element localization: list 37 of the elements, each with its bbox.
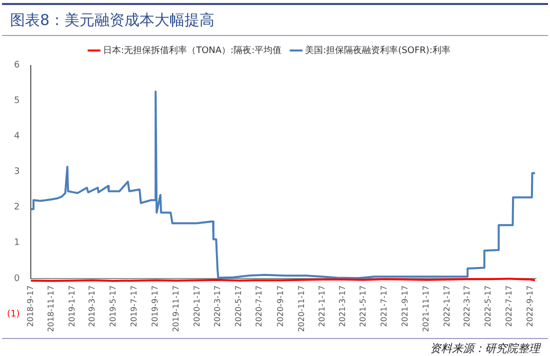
chart-title: 图表8：美元融资成本大幅提高 xyxy=(2,3,548,36)
x-tick-label: 2021-11-17 xyxy=(422,285,431,332)
x-tick-label: 2019-9-17 xyxy=(150,285,160,327)
x-tick-label: 2019-3-17 xyxy=(88,285,97,327)
legend-label: 日本:无担保拆借利率（TONA）:隔夜:平均值 xyxy=(103,44,282,56)
x-tick-label: 2019-5-17 xyxy=(108,285,118,327)
x-tick-label: 2022-1-17 xyxy=(442,285,452,327)
text: 资料来源：研究院整理 xyxy=(429,341,542,356)
x-tick-label: 2019-7-17 xyxy=(129,285,138,327)
x-tick-label: 2021-7-17 xyxy=(380,285,389,327)
y-tick-label: 2 xyxy=(14,202,20,213)
y-tick-label: 5 xyxy=(14,96,20,106)
x-tick-label: 2022-7-17 xyxy=(504,285,514,327)
x-tick-label: 2020-3-17 xyxy=(212,285,222,327)
y-tick-label: 1 xyxy=(14,238,20,248)
x-tick-label: 2020-9-17 xyxy=(276,285,285,327)
x-tick-label: 2022-3-17 xyxy=(462,285,472,327)
y-tick-label: 6 xyxy=(14,60,20,70)
x-tick-label: 2020-5-17 xyxy=(234,285,243,327)
x-tick-label: 2022-9-17 xyxy=(526,285,535,327)
y-tick-label: 0 xyxy=(14,274,20,284)
x-tick-label: 2021-3-17 xyxy=(338,285,347,327)
x-tick-label: 2020-11-17 xyxy=(296,285,306,332)
y-tick-label: 3 xyxy=(14,167,20,178)
x-tick-label: 2021-5-17 xyxy=(358,285,368,327)
x-tick-label: 2018-11-17 xyxy=(46,285,56,332)
x-tick-label: 2018-9-17 xyxy=(26,285,35,327)
x-tick-label: 2019-11-17 xyxy=(172,285,181,332)
legend-label: 美国:担保隔夜融资利率(SOFR):利率 xyxy=(305,44,450,56)
y-tick-label: (1) xyxy=(7,309,20,320)
x-tick-label: 2021-1-17 xyxy=(318,285,327,327)
x-tick-label: 2021-9-17 xyxy=(400,285,410,327)
y-tick-label: 4 xyxy=(14,131,20,142)
x-tick-label: 2020-1-17 xyxy=(192,285,202,327)
x-tick-label: 2020-7-17 xyxy=(254,285,264,327)
x-tick-label: 2019-1-17 xyxy=(68,285,77,327)
x-tick-label: 2022-5-17 xyxy=(484,285,493,327)
